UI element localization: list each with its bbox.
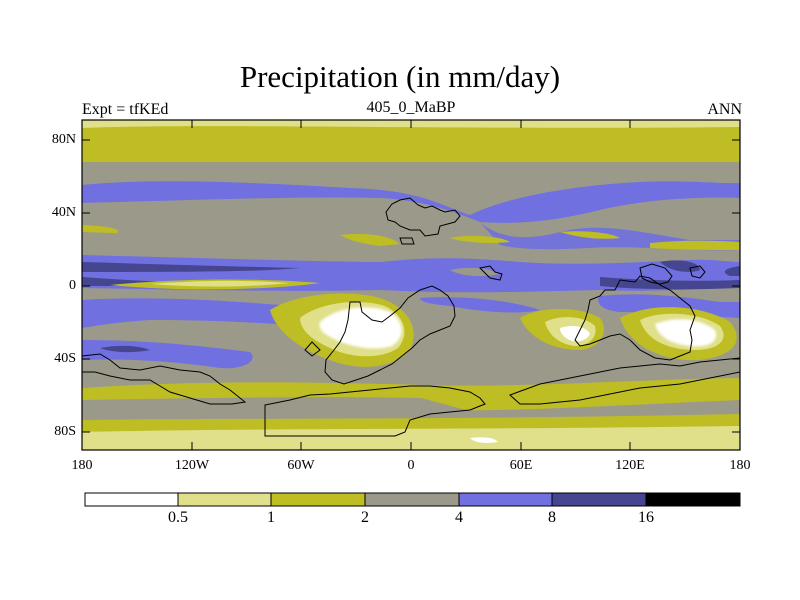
- colorbar-swatch-5: [551, 492, 647, 507]
- x-tick-label: 120E: [615, 458, 645, 473]
- colorbar-swatch-3: [364, 492, 460, 507]
- x-tick-label: 0: [407, 458, 415, 473]
- y-tick-label: 80N: [51, 132, 76, 147]
- colorbar-label: 1: [267, 509, 275, 526]
- experiment-label: Expt = tfKEd: [82, 101, 169, 118]
- colorbar: [84, 492, 741, 507]
- colorbar-swatch-4: [458, 492, 553, 507]
- map-title: Precipitation (in mm/day): [239, 59, 561, 94]
- y-tick-label: 80S: [54, 424, 76, 439]
- x-tick-label: 180: [729, 458, 751, 473]
- colorbar-label: 8: [548, 509, 556, 526]
- precip-field: [82, 120, 740, 450]
- colorbar-swatch-2: [270, 492, 366, 507]
- colorbar-label: 4: [455, 509, 463, 526]
- colorbar-label: 16: [638, 509, 654, 526]
- colorbar-swatch-6: [645, 492, 741, 507]
- x-tick-label: 60W: [287, 458, 315, 473]
- period-label: 405_0_MaBP: [366, 99, 456, 116]
- colorbar-label: 2: [361, 509, 369, 526]
- coastlines: [82, 197, 740, 437]
- x-tick-label: 60E: [509, 458, 533, 473]
- colorbar-swatch-0: [84, 492, 179, 507]
- x-tick-label: 180: [71, 458, 93, 473]
- x-tick-label: 120W: [174, 458, 210, 473]
- colorbar-swatch-1: [177, 492, 272, 507]
- y-tick-label: 40N: [51, 205, 76, 220]
- tick-marks: [81, 120, 741, 450]
- season-label: ANN: [707, 101, 742, 118]
- colorbar-label: 0.5: [168, 509, 188, 526]
- y-tick-label: 40S: [54, 351, 76, 366]
- y-tick-label: 0: [69, 278, 76, 293]
